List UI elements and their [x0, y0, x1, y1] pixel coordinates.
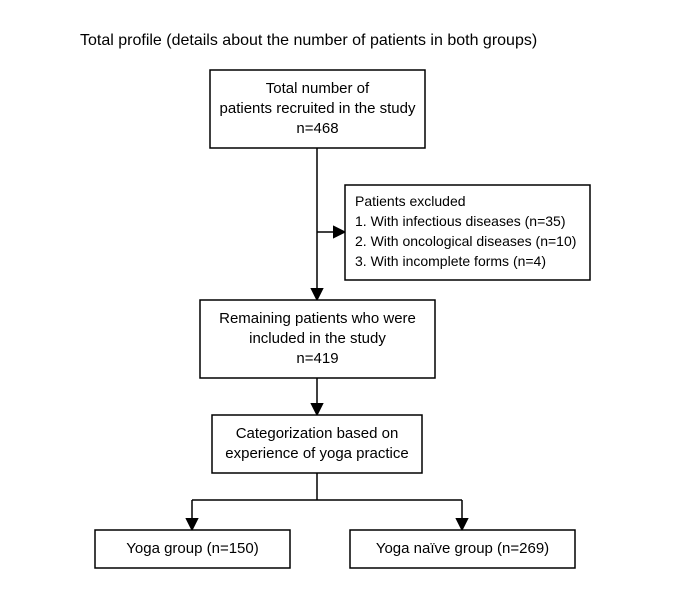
flow-box-excluded-line: 1. With infectious diseases (n=35) [355, 213, 566, 229]
flow-box-excluded-line: 2. With oncological diseases (n=10) [355, 233, 576, 249]
diagram-title: Total profile (details about the number … [80, 32, 537, 49]
flow-box-categorization-line: Categorization based on [236, 425, 399, 442]
flow-box-total-line: Total number of [266, 80, 370, 97]
flow-box-excluded-line: 3. With incomplete forms (n=4) [355, 253, 546, 269]
flow-box-remaining-line: Remaining patients who were [219, 310, 416, 327]
flow-box-categorization-line: experience of yoga practice [225, 445, 408, 462]
flow-box-yoga-line: Yoga group (n=150) [126, 540, 258, 557]
flow-box-excluded-line: Patients excluded [355, 193, 466, 209]
flow-box-remaining-line: included in the study [249, 330, 386, 347]
flow-box-naive-line: Yoga naïve group (n=269) [376, 540, 549, 557]
flow-box-total-line: n=468 [296, 120, 338, 137]
flow-box-total-line: patients recruited in the study [220, 100, 416, 117]
flow-box-remaining-line: n=419 [296, 350, 338, 367]
